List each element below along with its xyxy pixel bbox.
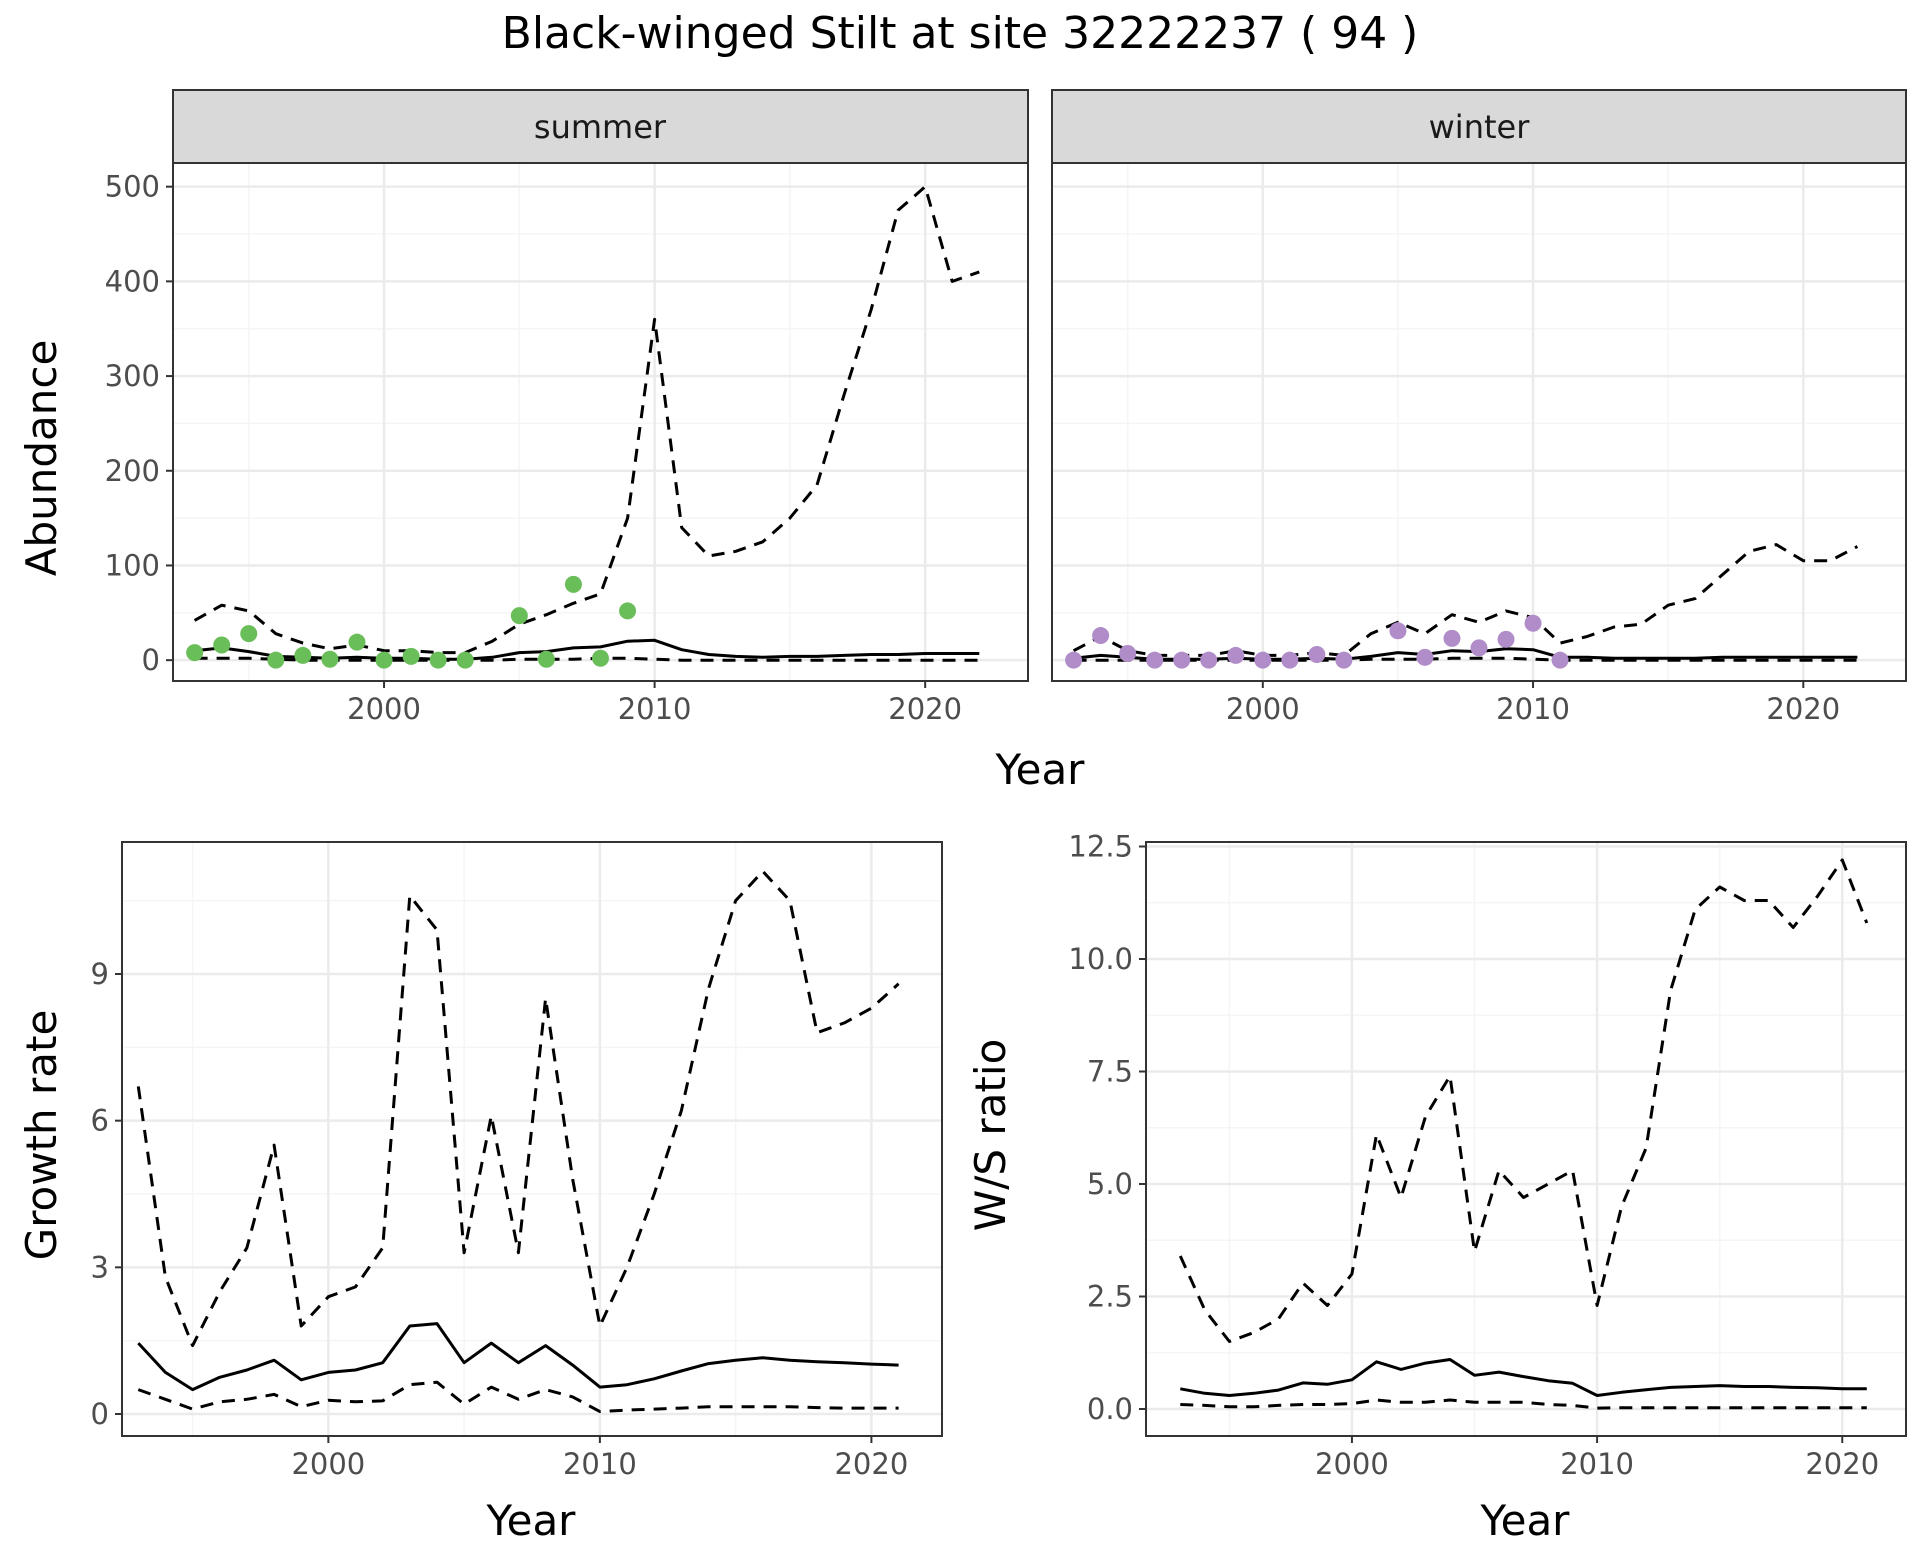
summer-observed-point	[429, 651, 447, 669]
growth-y-axis-title: Growth rate	[17, 1010, 66, 1261]
growth-y-tick-label: 9	[91, 957, 109, 991]
winter-observed-point	[1146, 651, 1164, 669]
summer-x-tick-label: 2020	[888, 692, 962, 726]
growth-panel: 2000 2010 2020 0 3 6 9	[91, 841, 943, 1481]
ratio-plot-area: 2000 2010 2020 0.0 2.5 5.0 7.5 10.0 12.5	[1068, 830, 1907, 1481]
ratio-series-upper-bound-line	[1178, 858, 1869, 1343]
ratio-y-tick-label: 0.0	[1087, 1392, 1133, 1426]
winter-strip-label: winter	[1429, 108, 1531, 146]
summer-x-tick-label: 2010	[618, 692, 692, 726]
growth-x-axis-title: Year	[486, 1496, 577, 1545]
summer-observed-point	[294, 646, 312, 664]
summer-y-tick-label: 300	[105, 359, 160, 393]
winter-observed-point	[1173, 651, 1191, 669]
summer-y-tick-label: 400	[105, 264, 160, 298]
summer-observed-point	[537, 650, 555, 668]
growth-x-tick-label: 2010	[563, 1447, 637, 1481]
top-x-axis-title: Year	[995, 745, 1086, 794]
ratio-x-axis-title: Year	[1480, 1496, 1571, 1545]
winter-observed-point	[1335, 651, 1353, 669]
summer-observed-point	[402, 647, 420, 665]
winter-observed-point	[1200, 651, 1218, 669]
winter-x-tick-label: 2010	[1496, 692, 1570, 726]
ratio-y-tick-label: 10.0	[1068, 942, 1133, 976]
winter-series-estimate-line	[1073, 647, 1858, 661]
summer-observed-point	[240, 625, 258, 643]
summer-observed-point	[213, 636, 231, 654]
summer-observed-point	[456, 651, 474, 669]
ratio-series-lower-bound-line	[1180, 1398, 1867, 1410]
growth-plot-area: 2000 2010 2020 0 3 6 9	[91, 841, 943, 1481]
summer-y-tick-label: 200	[105, 454, 160, 488]
winter-observed-point	[1308, 645, 1326, 663]
winter-observed-point	[1524, 614, 1542, 632]
winter-observed-point	[1254, 651, 1272, 669]
summer-series-upper-bound-line	[193, 185, 980, 655]
summer-series-estimate-line	[194, 638, 980, 661]
summer-observed-point	[267, 651, 285, 669]
winter-observed-point	[1497, 630, 1515, 648]
ratio-series-estimate-line	[1180, 1358, 1867, 1397]
ratio-x-tick-label: 2000	[1315, 1447, 1389, 1481]
summer-strip-label: summer	[534, 108, 667, 146]
summer-observed-point	[186, 644, 204, 662]
summer-observed-point	[592, 649, 609, 667]
growth-series-estimate-line	[137, 1322, 899, 1392]
summer-x-tick-label: 2000	[347, 692, 421, 726]
growth-panel-border	[121, 841, 943, 1437]
winter-panel: winter 2000 2010 2020	[1051, 89, 1907, 726]
winter-observed-point	[1470, 639, 1488, 657]
growth-x-tick-label: 2000	[291, 1447, 365, 1481]
summer-observed-point	[510, 607, 528, 625]
ratio-y-tick-label: 5.0	[1087, 1167, 1133, 1201]
winter-observed-point	[1389, 622, 1407, 640]
winter-plot-area: 2000 2010 2020	[1051, 162, 1907, 726]
ratio-y-tick-label: 12.5	[1068, 830, 1133, 864]
summer-observed-point	[564, 575, 582, 593]
winter-panel-border	[1051, 162, 1907, 682]
growth-y-tick-label: 3	[91, 1250, 109, 1284]
growth-y-tick-label: 6	[91, 1104, 109, 1138]
summer-observed-point	[321, 650, 339, 668]
ratio-panel-border	[1145, 841, 1907, 1437]
summer-y-tick-label: 0	[142, 643, 160, 677]
growth-series-lower-bound-line	[137, 1380, 899, 1414]
summer-panel: summer 2000 2010 2020 0 100 200 300 400 500	[105, 89, 1029, 726]
ratio-y-tick-label: 7.5	[1087, 1055, 1133, 1089]
winter-x-tick-label: 2020	[1766, 692, 1840, 726]
summer-strip	[172, 89, 1029, 164]
winter-series-upper-bound-line	[1072, 543, 1859, 657]
winter-observed-point	[1443, 629, 1461, 647]
summer-plot-area: 2000 2010 2020 0 100 200 300 400 500	[105, 162, 1029, 726]
summer-observed-point	[375, 651, 393, 669]
growth-series-upper-bound-line	[136, 869, 900, 1348]
top-y-axis-title: Abundance	[17, 340, 66, 577]
winter-strip	[1051, 89, 1907, 164]
summer-y-tick-label: 500	[105, 170, 160, 204]
chart-title: Black-winged Stilt at site 32222237 ( 94…	[502, 8, 1419, 59]
summer-panel-border	[172, 162, 1029, 682]
ratio-y-tick-label: 2.5	[1087, 1280, 1133, 1314]
summer-observed-point	[619, 602, 637, 620]
winter-x-tick-label: 2000	[1226, 692, 1300, 726]
summer-observed-point	[348, 633, 366, 651]
winter-observed-point	[1092, 627, 1110, 645]
winter-observed-point	[1551, 651, 1569, 669]
winter-observed-point	[1119, 645, 1137, 663]
growth-y-tick-label: 0	[91, 1397, 109, 1431]
summer-y-tick-label: 100	[105, 548, 160, 582]
growth-x-tick-label: 2020	[834, 1447, 908, 1481]
winter-observed-point	[1281, 651, 1299, 669]
winter-observed-point	[1416, 648, 1434, 666]
ratio-x-tick-label: 2020	[1805, 1447, 1879, 1481]
ratio-panel: 2000 2010 2020 0.0 2.5 5.0 7.5 10.0 12.5	[1068, 830, 1907, 1481]
ratio-x-tick-label: 2010	[1560, 1447, 1634, 1481]
ratio-y-axis-title: W/S ratio	[966, 1039, 1015, 1232]
winter-observed-point	[1227, 646, 1245, 664]
winter-observed-point	[1065, 651, 1083, 669]
